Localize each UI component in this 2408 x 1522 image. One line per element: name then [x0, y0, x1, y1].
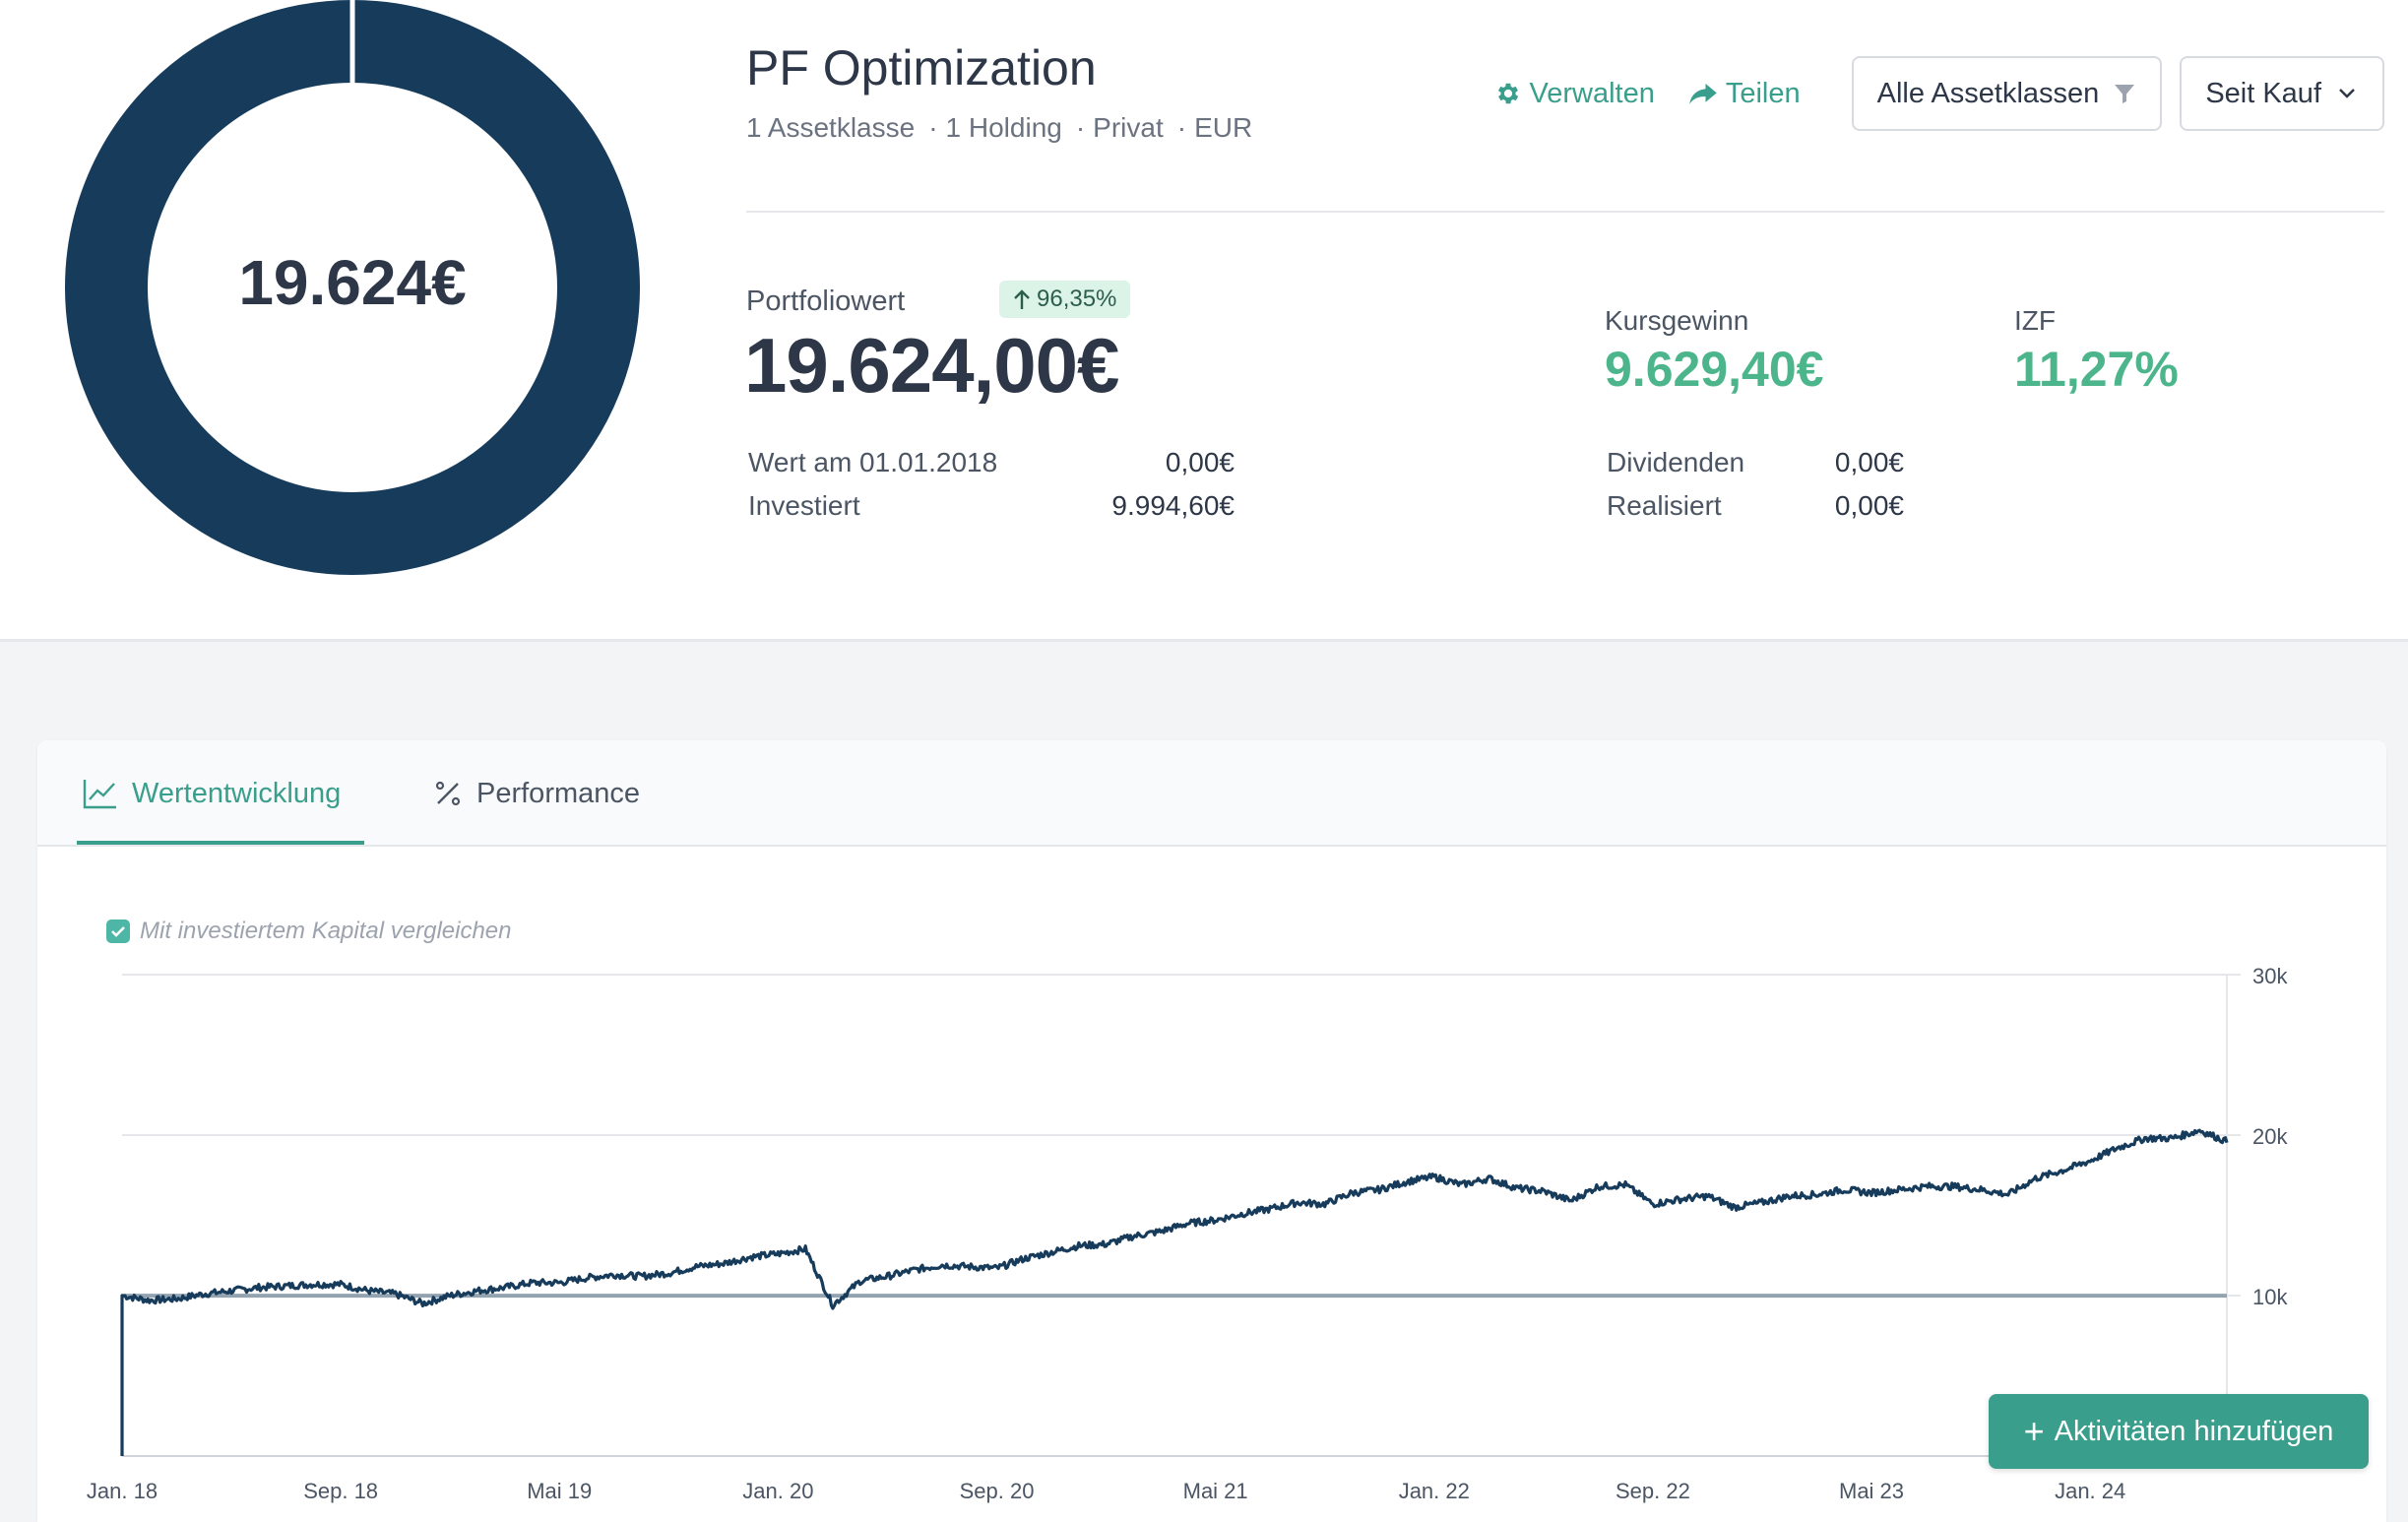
subtitle-separator: ·: [928, 112, 938, 143]
x-tick-label: Sep. 20: [960, 1479, 1035, 1503]
active-tab-indicator: [77, 841, 364, 845]
subtitle-separator: ·: [1075, 112, 1086, 143]
line-chart-icon: [83, 780, 116, 809]
subtitle-separator: ·: [1176, 112, 1187, 143]
asset-class-filter-label: Alle Assetklassen: [1876, 77, 2100, 109]
x-tick-label: Jan. 18: [87, 1479, 158, 1503]
portfolio-value-label: Portfoliowert: [746, 285, 906, 317]
subtitle-currency: EUR: [1194, 112, 1253, 143]
share-button[interactable]: Teilen: [1688, 78, 1801, 110]
dividends-value: 0,00€: [1834, 447, 1904, 477]
value-chart[interactable]: 30k 20k 10k Jan. 18 Sep. 18 Mai 19 Jan. 20 Sep.…: [37, 740, 2386, 1522]
start-value: 0,00€: [1165, 447, 1235, 477]
realized-label: Realisiert: [1607, 490, 1722, 521]
add-activities-label: Aktivitäten hinzufügen: [2054, 1415, 2334, 1447]
manage-label: Verwalten: [1529, 77, 1655, 109]
x-tick-label: Jan. 24: [2055, 1479, 2125, 1503]
chart-tabs: Wertentwicklung Performance: [37, 740, 2386, 847]
chevron-down-icon: [2339, 89, 2355, 98]
manage-button[interactable]: Verwalten: [1494, 78, 1655, 110]
subtitle-holdings: 1 Holding: [945, 112, 1062, 143]
gear-icon: [1497, 83, 1518, 104]
y-tick-label: 20k: [2252, 1124, 2288, 1149]
tab-performance-label: Performance: [476, 777, 641, 809]
irr-value: 11,27%: [2014, 342, 2179, 397]
header-actions: Verwalten Teilen Alle Assetklassen Seit …: [1494, 56, 2384, 131]
compare-label: Mit investiertem Kapital vergleichen: [140, 918, 512, 944]
header-divider: [746, 211, 2384, 213]
subtitle-account-type: Privat: [1093, 112, 1164, 143]
page-title: PF Optimization: [746, 40, 1097, 95]
compare-checkbox[interactable]: [106, 920, 130, 943]
invested-value: 9.994,60€: [1111, 490, 1235, 521]
start-value-label: Wert am 01.01.2018: [748, 447, 998, 477]
price-gain-value: 9.629,40€: [1605, 342, 1824, 397]
portfolio-change-value: 96,35%: [1037, 285, 1117, 312]
allocation-donut[interactable]: 19.624€: [65, 0, 640, 575]
x-tick-label: Mai 23: [1839, 1479, 1904, 1503]
irr-label: IZF: [2014, 305, 2056, 336]
period-select[interactable]: Seit Kauf: [2180, 56, 2384, 131]
y-tick-label: 10k: [2252, 1285, 2288, 1309]
tab-performance[interactable]: Performance: [433, 740, 640, 847]
portfolio-subtitle: 1 Assetklasse · 1 Holding · Privat · EUR: [746, 112, 1258, 144]
x-tick-label: Sep. 22: [1616, 1479, 1690, 1503]
invested-label: Investiert: [748, 490, 860, 521]
dividends-label: Dividenden: [1607, 447, 1745, 477]
checkmark-icon: [111, 926, 125, 937]
subtitle-asset-classes: 1 Assetklasse: [746, 112, 916, 143]
arrow-up-icon: [1014, 289, 1030, 309]
portfolio-header: 19.624€ PF Optimization 1 Assetklasse · 1 …: [0, 0, 2408, 642]
y-tick-label: 30k: [2252, 964, 2288, 988]
percent-icon: [435, 781, 461, 806]
portfolio-change-badge: 96,35%: [999, 281, 1131, 318]
share-label: Teilen: [1725, 77, 1801, 109]
share-arrow-icon: [1689, 84, 1717, 104]
tab-value-development[interactable]: Wertentwicklung: [83, 740, 341, 847]
realized-value: 0,00€: [1834, 490, 1904, 521]
period-select-label: Seit Kauf: [2205, 77, 2321, 109]
x-tick-label: Mai 21: [1183, 1479, 1248, 1503]
filter-icon: [2115, 85, 2135, 103]
donut-center-value: 19.624€: [238, 247, 467, 318]
chart-card: Wertentwicklung Performance Mit investie…: [37, 740, 2386, 1522]
price-gain-label: Kursgewinn: [1605, 305, 1749, 336]
donut-chart: [65, 0, 640, 575]
x-tick-label: Sep. 18: [303, 1479, 378, 1503]
x-tick-label: Mai 19: [527, 1479, 592, 1503]
portfolio-value-line: [120, 1128, 2229, 1456]
tab-value-development-label: Wertentwicklung: [132, 777, 342, 809]
compare-invested-toggle[interactable]: Mit investiertem Kapital vergleichen: [106, 918, 512, 945]
x-tick-label: Jan. 20: [742, 1479, 813, 1503]
asset-class-filter[interactable]: Alle Assetklassen: [1851, 56, 2163, 131]
portfolio-value: 19.624,00€: [744, 322, 1119, 409]
add-activities-button[interactable]: + Aktivitäten hinzufügen: [1989, 1394, 2369, 1469]
plus-icon: +: [2023, 1411, 2045, 1451]
x-tick-label: Jan. 22: [1399, 1479, 1470, 1503]
